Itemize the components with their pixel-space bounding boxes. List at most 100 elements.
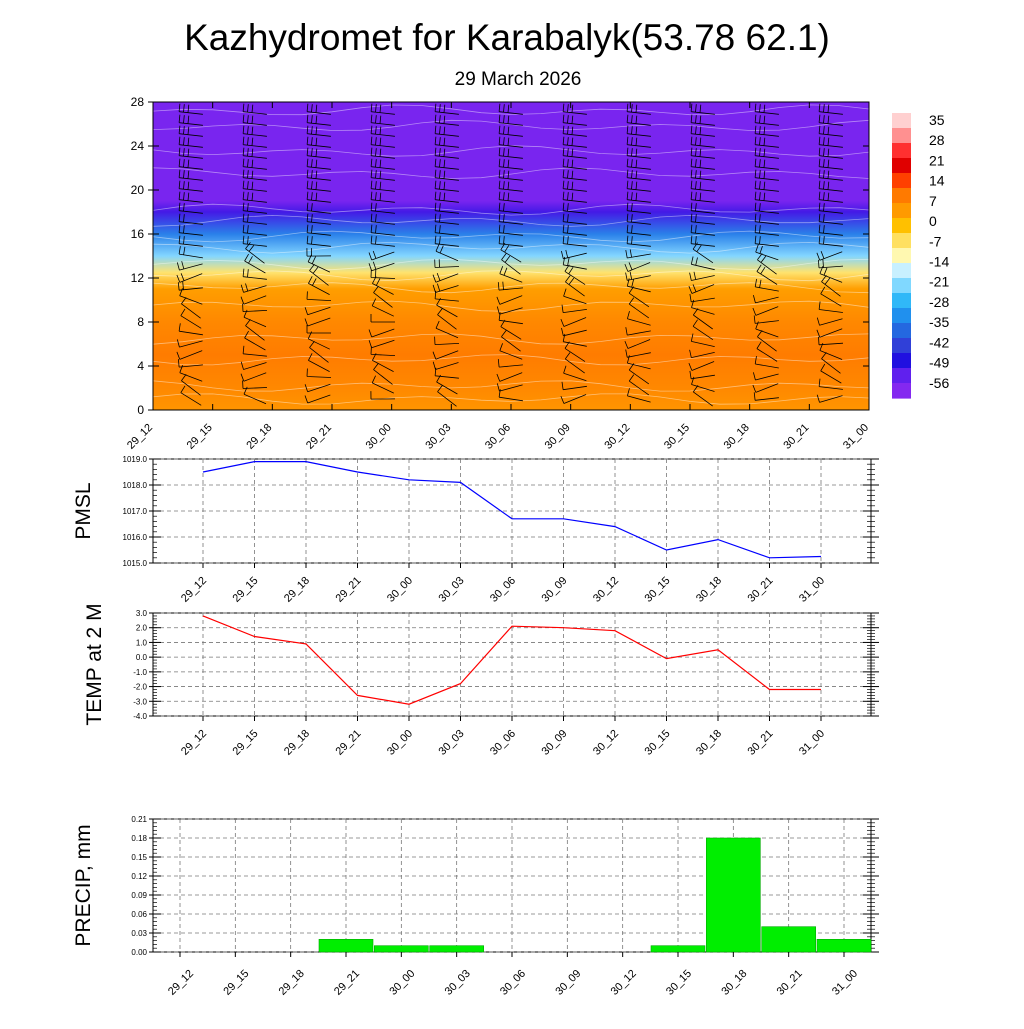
x-tick-label: 30_00 xyxy=(387,968,417,998)
x-tick-label: 30_00 xyxy=(385,728,415,758)
chart-title: Kazhydromet for Karabalyk(53.78 62.1) xyxy=(184,17,830,58)
y-tick-label: 20 xyxy=(131,183,145,197)
colorbar-swatch xyxy=(892,308,911,324)
x-tick-label: 29_18 xyxy=(282,728,312,758)
y-axis-label: PRECIP, mm xyxy=(72,824,95,946)
y-tick-label: 0.09 xyxy=(131,891,147,900)
precip-bar xyxy=(817,939,871,952)
x-tick-label: 30_12 xyxy=(591,728,621,758)
x-tick-label: 29_15 xyxy=(231,575,261,605)
x-tick-label: 30_06 xyxy=(488,575,518,605)
x-tick-label: 30_12 xyxy=(602,422,632,452)
x-tick-label: 30_18 xyxy=(694,728,724,758)
x-tick-label: 30_06 xyxy=(498,968,528,998)
y-tick-label: -2.0 xyxy=(133,683,147,692)
x-tick-label: 30_09 xyxy=(540,728,570,758)
colorbar-label: 35 xyxy=(929,112,945,128)
precip-bar xyxy=(319,939,373,952)
x-tick-label: 29_21 xyxy=(304,422,334,452)
colorbar-swatch xyxy=(892,158,911,174)
x-tick-label: 30_18 xyxy=(694,575,724,605)
x-tick-label: 30_21 xyxy=(781,422,811,452)
x-tick-label: 30_03 xyxy=(437,728,467,758)
x-tick-label: 29_12 xyxy=(179,728,209,758)
y-tick-label: 1015.0 xyxy=(123,559,148,568)
x-tick-label: 29_12 xyxy=(179,575,209,605)
y-tick-label: 2.0 xyxy=(136,624,148,633)
x-tick-label: 30_03 xyxy=(437,575,467,605)
colorbar-label: 7 xyxy=(929,193,937,209)
colorbar-swatch xyxy=(892,293,911,309)
colorbar-swatch xyxy=(892,338,911,354)
y-tick-label: -3.0 xyxy=(133,697,147,706)
y-tick-label: 1.0 xyxy=(136,638,148,647)
y-tick-label: 3.0 xyxy=(136,609,148,618)
y-tick-label: 24 xyxy=(131,139,145,153)
x-tick-label: 29_15 xyxy=(221,968,251,998)
x-tick-label: 30_21 xyxy=(746,575,776,605)
y-tick-label: 0.0 xyxy=(136,653,148,662)
colorbar-label: -56 xyxy=(929,375,949,391)
colorbar-swatch xyxy=(892,203,911,219)
colorbar-label: 28 xyxy=(929,132,945,148)
colorbar-swatch xyxy=(892,188,911,204)
x-tick-label: 30_09 xyxy=(540,575,570,605)
x-tick-label: 30_09 xyxy=(543,422,573,452)
y-axis-label: PMSL xyxy=(72,482,95,539)
y-tick-label: 0.21 xyxy=(131,815,147,824)
y-tick-label: 1016.0 xyxy=(123,533,148,542)
x-tick-label: 29_18 xyxy=(277,968,307,998)
x-tick-label: 30_03 xyxy=(423,422,453,452)
y-tick-label: -4.0 xyxy=(133,712,147,721)
x-tick-label: 30_15 xyxy=(662,422,692,452)
colorbar-label: 0 xyxy=(929,213,937,229)
y-tick-label: 1019.0 xyxy=(123,455,148,464)
colorbar-label: 21 xyxy=(929,152,945,168)
colorbar-swatch xyxy=(892,263,911,279)
y-tick-label: 0.00 xyxy=(131,948,147,957)
x-tick-label: 30_00 xyxy=(385,575,415,605)
colorbar-swatch xyxy=(892,323,911,339)
colorbar-label: -14 xyxy=(929,254,949,270)
colorbar-swatch xyxy=(892,383,911,399)
precip-bar xyxy=(651,946,705,952)
colorbar-swatch xyxy=(892,218,911,234)
y-tick-label: 28 xyxy=(131,95,145,109)
x-tick-label: 29_15 xyxy=(231,728,261,758)
y-tick-label: 0.18 xyxy=(131,834,147,843)
y-tick-label: 12 xyxy=(131,271,145,285)
x-tick-label: 31_00 xyxy=(830,968,860,998)
colorbar-swatch xyxy=(892,278,911,294)
x-tick-label: 30_21 xyxy=(746,728,776,758)
x-tick-label: 31_00 xyxy=(797,728,827,758)
colorbar-swatch xyxy=(892,113,911,129)
colorbar-label: -35 xyxy=(929,314,949,330)
x-tick-label: 29_21 xyxy=(332,968,362,998)
x-tick-label: 30_03 xyxy=(443,968,473,998)
y-tick-label: 0 xyxy=(137,403,144,417)
y-tick-label: 16 xyxy=(131,227,145,241)
colorbar-swatch xyxy=(892,128,911,144)
x-tick-label: 30_09 xyxy=(553,968,583,998)
x-tick-label: 30_00 xyxy=(364,422,394,452)
x-tick-label: 29_15 xyxy=(185,422,215,452)
x-tick-label: 30_15 xyxy=(664,968,694,998)
precip-bar xyxy=(374,946,428,952)
colorbar-label: 14 xyxy=(929,173,945,189)
x-tick-label: 30_15 xyxy=(643,575,673,605)
y-tick-label: 0.03 xyxy=(131,929,147,938)
colorbar-label: -21 xyxy=(929,274,949,290)
x-tick-label: 29_21 xyxy=(334,728,364,758)
precip-bar xyxy=(430,946,484,952)
colorbar-label: -49 xyxy=(929,355,949,371)
x-tick-label: 29_12 xyxy=(166,968,196,998)
colorbar-label: -42 xyxy=(929,334,949,350)
x-tick-label: 31_00 xyxy=(797,575,827,605)
x-tick-label: 30_06 xyxy=(488,728,518,758)
x-tick-label: 30_12 xyxy=(591,575,621,605)
